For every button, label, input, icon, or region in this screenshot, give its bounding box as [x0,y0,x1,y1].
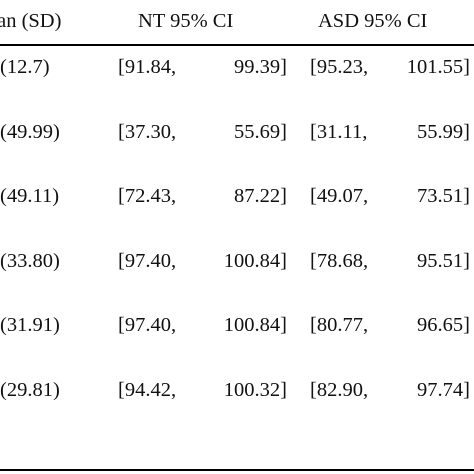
cell-asd-upper: 55.99] [417,121,470,143]
cell-sd: (49.99) [0,121,60,143]
cell-nt-lower: [72.43, [118,185,177,207]
cell-nt-upper: 100.84] [223,250,287,272]
cell-asd-upper: 73.51] [417,185,470,207]
cell-asd-upper: 97.74] [417,379,470,401]
cell-nt-lower: [97.40, [118,314,177,336]
cell-asd-lower: [49.07, [310,185,369,207]
cell-sd: (33.80) [0,250,60,272]
bottom-rule [0,469,474,471]
header-asd-ci: ASD 95% CI [318,10,428,32]
cell-nt-lower: [97.40, [118,250,177,272]
cell-nt-lower: [91.84, [118,56,177,78]
cell-sd: (29.81) [0,379,60,401]
header-nt-ci: NT 95% CI [138,10,234,32]
cell-asd-lower: [78.68, [310,250,369,272]
cell-asd-lower: [82.90, [310,379,369,401]
cell-asd-upper: 101.55] [406,56,470,78]
cell-nt-upper: 100.84] [223,314,287,336]
cell-sd: (12.7) [0,56,50,78]
header-mean-sd: ean (SD) [0,10,62,32]
cell-nt-upper: 100.32] [223,379,287,401]
header-rule [0,44,474,46]
cell-asd-upper: 96.65] [417,314,470,336]
cell-asd-lower: [95.23, [310,56,369,78]
cell-nt-upper: 87.22] [234,185,287,207]
cell-nt-lower: [37.30, [118,121,177,143]
cell-asd-lower: [80.77, [310,314,369,336]
cell-sd: (49.11) [0,185,60,207]
cell-nt-upper: 55.69] [234,121,287,143]
cell-nt-upper: 99.39] [234,56,287,78]
cell-asd-lower: [31.11, [310,121,368,143]
cell-asd-upper: 95.51] [417,250,470,272]
cell-nt-lower: [94.42, [118,379,177,401]
cell-sd: (31.91) [0,314,60,336]
